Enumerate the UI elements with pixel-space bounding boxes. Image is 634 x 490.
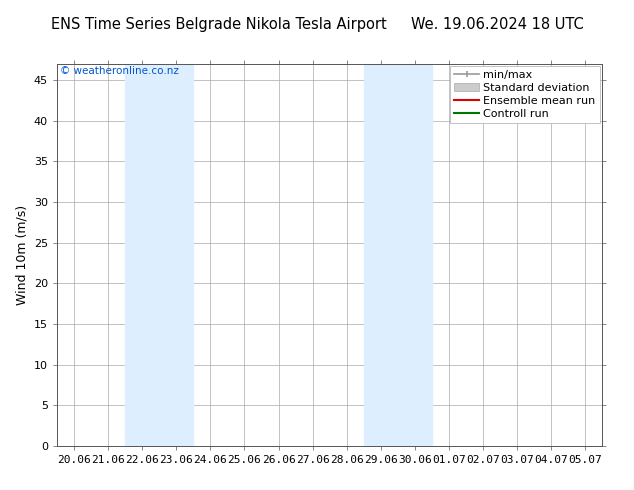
Legend: min/max, Standard deviation, Ensemble mean run, Controll run: min/max, Standard deviation, Ensemble me…: [450, 66, 600, 123]
Y-axis label: Wind 10m (m/s): Wind 10m (m/s): [15, 205, 29, 305]
Text: We. 19.06.2024 18 UTC: We. 19.06.2024 18 UTC: [411, 17, 583, 32]
Text: © weatheronline.co.nz: © weatheronline.co.nz: [60, 66, 179, 75]
Bar: [364, 64, 432, 446]
Text: ENS Time Series Belgrade Nikola Tesla Airport: ENS Time Series Belgrade Nikola Tesla Ai…: [51, 17, 387, 32]
Bar: [126, 64, 193, 446]
